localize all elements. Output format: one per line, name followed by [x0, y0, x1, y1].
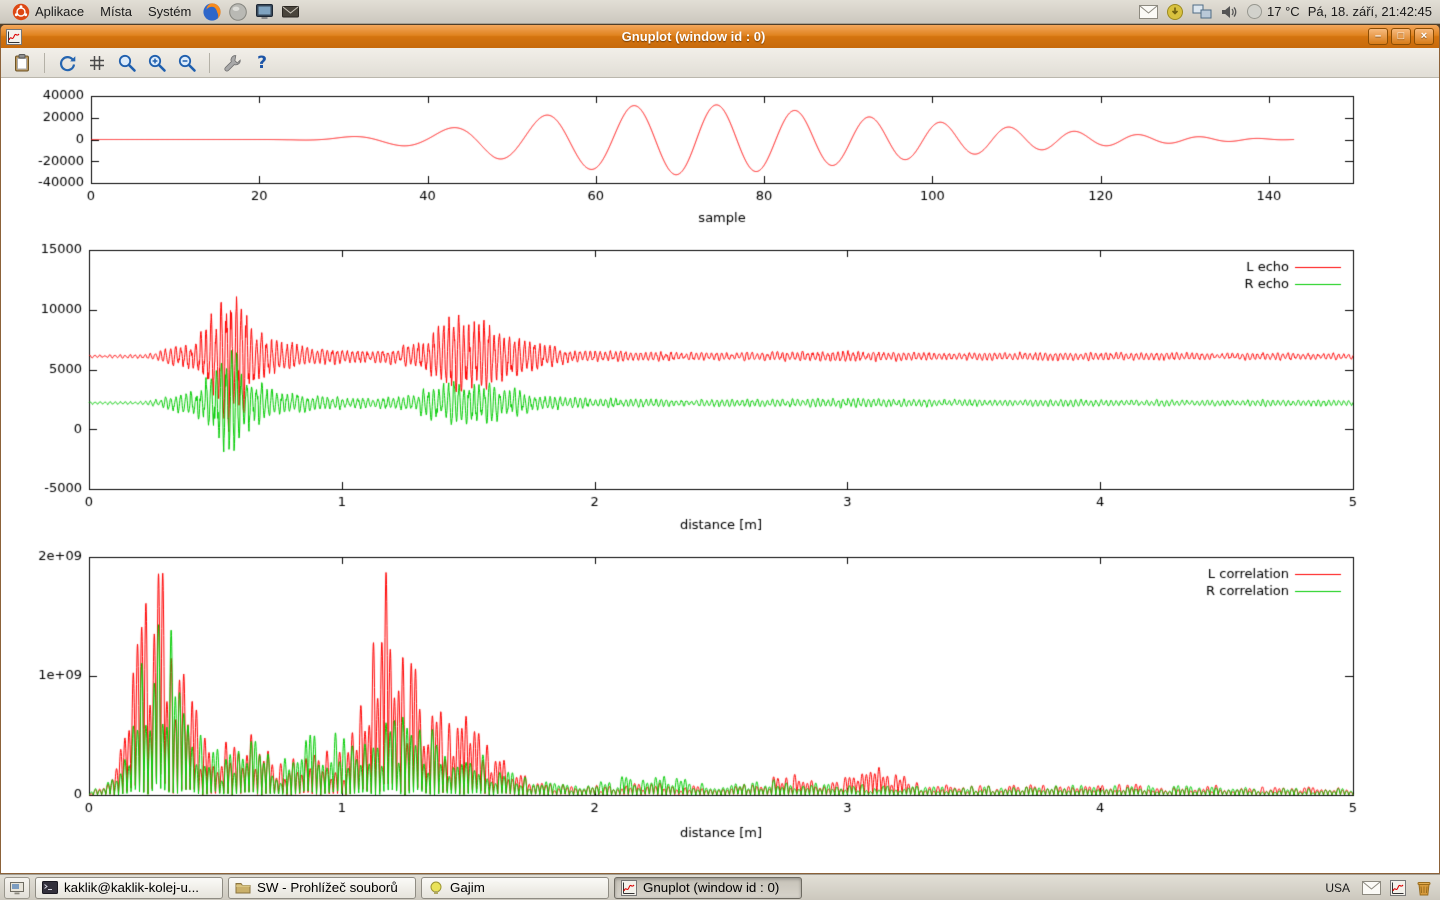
menu-applications-label: Aplikace — [35, 4, 85, 19]
tray-volume[interactable] — [1220, 4, 1238, 20]
firefox-launcher[interactable] — [200, 0, 224, 24]
gnuplot-window: Gnuplot (window id : 0) – □ × — [0, 25, 1440, 874]
titlebar[interactable]: Gnuplot (window id : 0) – □ × — [1, 25, 1439, 48]
taskbar: kaklik@kaklik-kolej-u... SW - Prohlížeč … — [0, 874, 1440, 900]
keyboard-layout-indicator[interactable]: USA — [1325, 880, 1350, 895]
folder-icon — [235, 882, 251, 893]
task-label: kaklik@kaklik-kolej-u... — [64, 880, 199, 895]
toolbar-separator — [209, 52, 210, 73]
close-button[interactable]: × — [1414, 28, 1434, 45]
sphere-icon — [229, 2, 248, 21]
grid-icon — [90, 55, 104, 70]
gajim-icon — [430, 881, 442, 894]
task-label: Gajim — [450, 880, 485, 895]
trash-icon — [1417, 881, 1431, 895]
menu-places[interactable]: Místa — [92, 0, 140, 23]
sample-waveform-chart[interactable] — [1, 86, 1439, 236]
trash-applet[interactable] — [1415, 879, 1433, 897]
help-icon: ? — [257, 52, 267, 73]
settings-button[interactable] — [218, 50, 246, 75]
task-button-gnuplot[interactable]: Gnuplot (window id : 0) — [614, 876, 802, 899]
tray-mail[interactable] — [1139, 4, 1159, 19]
taskbar-plot-window[interactable] — [1390, 879, 1406, 896]
menu-system-label: Systém — [147, 4, 192, 19]
update-icon — [1167, 3, 1184, 20]
gnuplot-tray-icon — [1390, 879, 1406, 896]
clipboard-icon — [15, 53, 29, 71]
window-title: Gnuplot (window id : 0) — [621, 29, 766, 44]
terminal-icon — [42, 880, 58, 894]
top-panel: Aplikace Místa Systém — [0, 0, 1440, 24]
maximize-button[interactable]: □ — [1391, 28, 1411, 45]
tray-network[interactable] — [1192, 4, 1212, 20]
toolbar-separator — [44, 52, 45, 73]
ubuntu-logo-icon — [12, 3, 30, 20]
weather-applet[interactable]: 17 °C — [1246, 3, 1300, 20]
wrench-icon — [224, 54, 241, 71]
zoom-previous-icon — [118, 54, 136, 72]
mail-icon — [1139, 4, 1159, 19]
clock-applet[interactable]: Pá, 18. září, 21:42:45 — [1307, 4, 1432, 19]
speaker-icon — [1222, 5, 1237, 18]
weather-temperature: 17 °C — [1267, 4, 1300, 19]
screen-icon — [255, 4, 273, 19]
system-tray: 17 °C Pá, 18. září, 21:42:45 — [1139, 3, 1436, 21]
task-button-gajim[interactable]: Gajim — [421, 876, 609, 899]
zoom-out-icon — [178, 54, 196, 72]
correlation-chart[interactable] — [1, 547, 1439, 852]
menu-system[interactable]: Systém — [140, 0, 199, 23]
zoom-in-icon — [148, 54, 166, 72]
show-desktop-icon — [10, 881, 24, 894]
refresh-icon — [60, 55, 76, 71]
replot-button[interactable] — [53, 50, 81, 75]
gnuplot-icon — [621, 879, 637, 896]
mail-launcher[interactable] — [278, 0, 302, 24]
task-label: Gnuplot (window id : 0) — [643, 880, 780, 895]
taskbar-tray: USA — [1322, 879, 1436, 897]
minimize-button[interactable]: – — [1368, 28, 1388, 45]
zoom-previous-button[interactable] — [113, 50, 141, 75]
copy-clipboard-button[interactable] — [8, 50, 36, 75]
firefox-icon — [203, 2, 221, 21]
task-label: SW - Prohlížeč souborů — [257, 880, 398, 895]
help-button[interactable]: ? — [248, 50, 276, 75]
taskbar-mail[interactable] — [1362, 880, 1381, 895]
dark-envelope-icon — [281, 6, 299, 18]
menu-places-label: Místa — [100, 4, 132, 19]
gnuplot-window-icon — [6, 28, 22, 45]
mail-icon — [1362, 880, 1381, 895]
zoom-in-button[interactable] — [143, 50, 171, 75]
zoom-out-button[interactable] — [173, 50, 201, 75]
menu-applications[interactable]: Aplikace — [4, 0, 92, 23]
task-button-terminal[interactable]: kaklik@kaklik-kolej-u... — [35, 876, 223, 899]
tray-update[interactable] — [1166, 3, 1184, 21]
task-button-file-manager[interactable]: SW - Prohlížeč souborů — [228, 876, 416, 899]
plot-area — [1, 78, 1439, 873]
echo-chart[interactable] — [1, 240, 1439, 546]
show-desktop-button[interactable] — [4, 876, 30, 899]
help-launcher[interactable] — [226, 0, 250, 24]
network-monitors-icon — [1192, 4, 1212, 18]
toggle-grid-button[interactable] — [83, 50, 111, 75]
gnuplot-toolbar: ? — [1, 48, 1439, 78]
screenshot-launcher[interactable] — [252, 0, 276, 24]
window-controls: – □ × — [1365, 28, 1434, 45]
weather-icon — [1247, 4, 1263, 19]
